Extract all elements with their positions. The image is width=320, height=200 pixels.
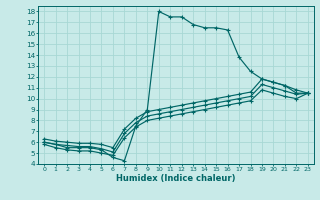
X-axis label: Humidex (Indice chaleur): Humidex (Indice chaleur) (116, 174, 236, 183)
